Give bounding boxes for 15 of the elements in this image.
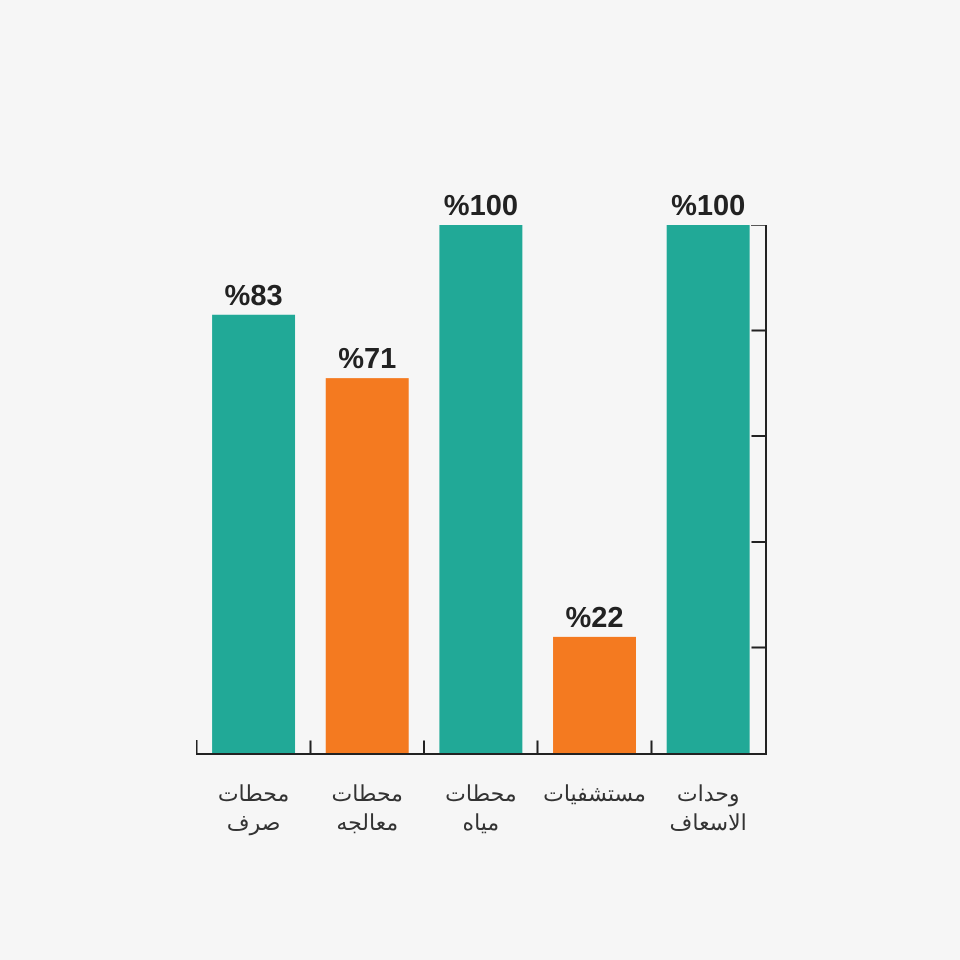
bar: [212, 314, 296, 753]
data-label: %100: [671, 190, 746, 222]
data-label: %100: [444, 190, 518, 222]
x-tick-label: مستشفيات: [543, 782, 646, 808]
x-tick-label: محطات معالجه: [331, 782, 403, 836]
x-tick-label: محطات صرف: [218, 782, 290, 836]
data-label: %83: [224, 280, 283, 312]
bar: [326, 378, 409, 753]
bar: [666, 225, 750, 753]
data-label: %71: [338, 343, 396, 376]
x-tick-label: وحدات الاسعاف: [670, 782, 747, 836]
x-tick-label: محطات مياه: [445, 782, 517, 836]
data-label: %22: [566, 602, 624, 634]
bar: [553, 636, 636, 753]
bar: [439, 225, 522, 753]
